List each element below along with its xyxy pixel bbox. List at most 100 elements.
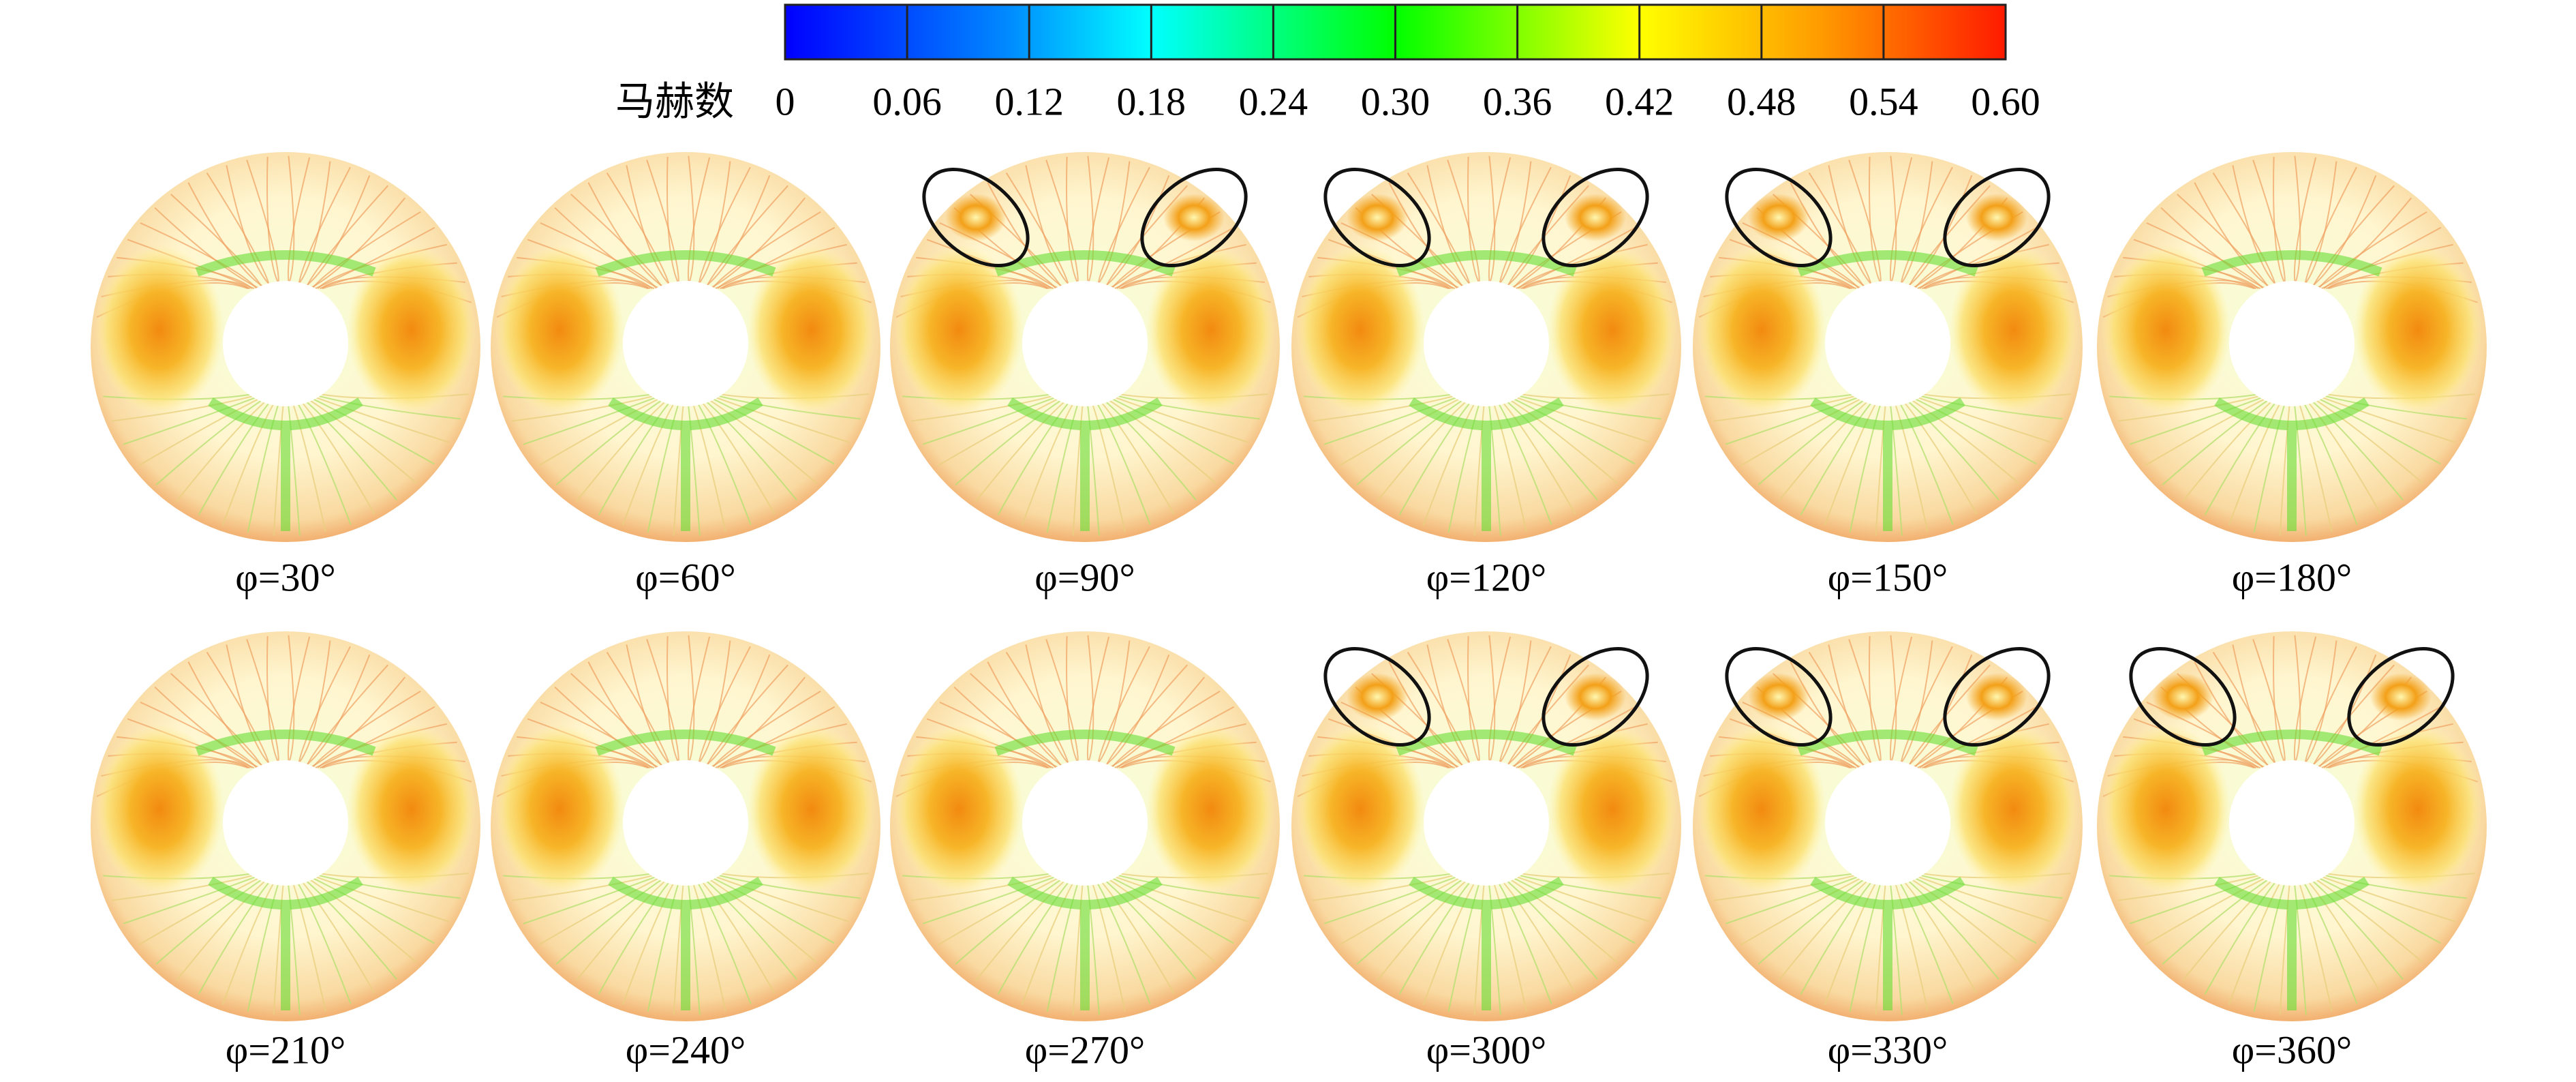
- streamline: [187, 661, 266, 769]
- vortex: [747, 245, 876, 415]
- flow-panel: [1291, 152, 1681, 542]
- flow-panel: [1693, 152, 2083, 542]
- streamline: [705, 664, 788, 768]
- streamline: [1828, 165, 1877, 289]
- hub: [1825, 281, 1950, 406]
- hub: [1022, 760, 1148, 886]
- streamline: [1917, 226, 2038, 290]
- panel-label: φ=30°: [235, 555, 335, 599]
- streamline: [587, 661, 666, 769]
- vortex: [1146, 724, 1276, 895]
- colorbar-tick-label: 0.06: [872, 79, 942, 123]
- panel-label: φ=270°: [1025, 1027, 1145, 1072]
- colorbar-tick-label: 0.12: [994, 79, 1064, 123]
- panel-label: φ=150°: [1828, 555, 1948, 599]
- streamline: [2321, 226, 2442, 290]
- streamline: [694, 161, 731, 289]
- streamline: [554, 207, 660, 290]
- flow-panel: [91, 631, 480, 1021]
- streamline: [1093, 640, 1131, 768]
- streamline: [953, 686, 1060, 769]
- streamline: [305, 185, 388, 289]
- streamline: [1025, 165, 1074, 289]
- streamline: [1494, 161, 1532, 289]
- hot-spot: [1565, 673, 1626, 721]
- flow-panel: [1291, 631, 1681, 1021]
- vortex: [347, 245, 476, 415]
- green-band: [195, 730, 376, 1010]
- vortex: [1949, 245, 2079, 415]
- vortex: [2101, 245, 2230, 415]
- hot-spot: [945, 194, 1007, 241]
- panel-label: φ=180°: [2232, 555, 2352, 599]
- green-band: [595, 250, 776, 531]
- green-band: [2201, 250, 2382, 531]
- streamline: [587, 182, 666, 290]
- streamline: [694, 640, 731, 768]
- streamline: [305, 664, 388, 768]
- green-band: [994, 250, 1176, 531]
- hot-spot: [1163, 194, 1225, 241]
- streamline: [1025, 644, 1074, 768]
- streamline: [1917, 706, 2038, 769]
- green-band: [994, 730, 1176, 1010]
- hub: [623, 760, 748, 886]
- flow-panel: [2097, 631, 2487, 1021]
- streamline: [2300, 640, 2337, 768]
- hub: [223, 281, 348, 406]
- colorbar-tick-label: 0.54: [1849, 79, 1918, 123]
- streamline: [702, 175, 771, 290]
- streamline: [294, 640, 331, 768]
- streamline: [2308, 175, 2377, 290]
- panel-label: φ=360°: [2232, 1027, 2352, 1072]
- hot-spot: [1966, 194, 2027, 241]
- vortex: [1949, 724, 2079, 895]
- colorbar-tick-label: 0.18: [1117, 79, 1186, 123]
- streamline: [715, 706, 835, 769]
- flow-panel: [2097, 152, 2487, 542]
- green-band: [1797, 250, 1978, 531]
- vortex: [1548, 724, 1677, 895]
- green-band: [195, 250, 376, 531]
- streamline: [294, 161, 331, 289]
- streamline: [315, 706, 435, 769]
- vortex: [1295, 724, 1425, 895]
- colorbar-tick-label: 0: [776, 79, 795, 123]
- colorbar-title: 马赫数: [615, 79, 734, 123]
- streamline: [1426, 644, 1475, 768]
- vortex: [1697, 724, 1826, 895]
- streamline: [226, 165, 275, 289]
- panel-label: φ=240°: [626, 1027, 746, 1072]
- hub: [223, 760, 348, 886]
- vortex: [2353, 724, 2483, 895]
- flow-panel: [91, 152, 480, 542]
- colorbar-tick-label: 0.36: [1483, 79, 1552, 123]
- streamline: [315, 226, 435, 290]
- streamline: [187, 182, 266, 290]
- highlight-ring: [1140, 167, 1248, 268]
- streamline: [1896, 161, 1933, 289]
- vortex: [95, 724, 224, 895]
- flow-panel: [491, 631, 880, 1021]
- hot-spot: [2370, 673, 2432, 721]
- flow-panel: [1693, 631, 2083, 1021]
- green-band: [1396, 250, 1577, 531]
- hot-spot: [1565, 194, 1626, 241]
- streamline: [2194, 182, 2273, 290]
- highlight-ring: [1943, 646, 2051, 747]
- highlight-ring: [922, 167, 1030, 268]
- vortex: [2353, 245, 2483, 415]
- panel-label: φ=60°: [635, 555, 735, 599]
- streamline: [1114, 226, 1235, 290]
- colorbar-tick-label: 0.60: [1971, 79, 2040, 123]
- hub: [1022, 281, 1148, 406]
- panel-label: φ=210°: [226, 1027, 346, 1072]
- streamline: [154, 686, 260, 769]
- streamline: [987, 661, 1066, 769]
- vortex: [495, 724, 624, 895]
- streamline: [1114, 706, 1235, 769]
- streamline: [1896, 640, 1933, 768]
- highlight-ring: [1323, 646, 1431, 747]
- hub: [1424, 281, 1549, 406]
